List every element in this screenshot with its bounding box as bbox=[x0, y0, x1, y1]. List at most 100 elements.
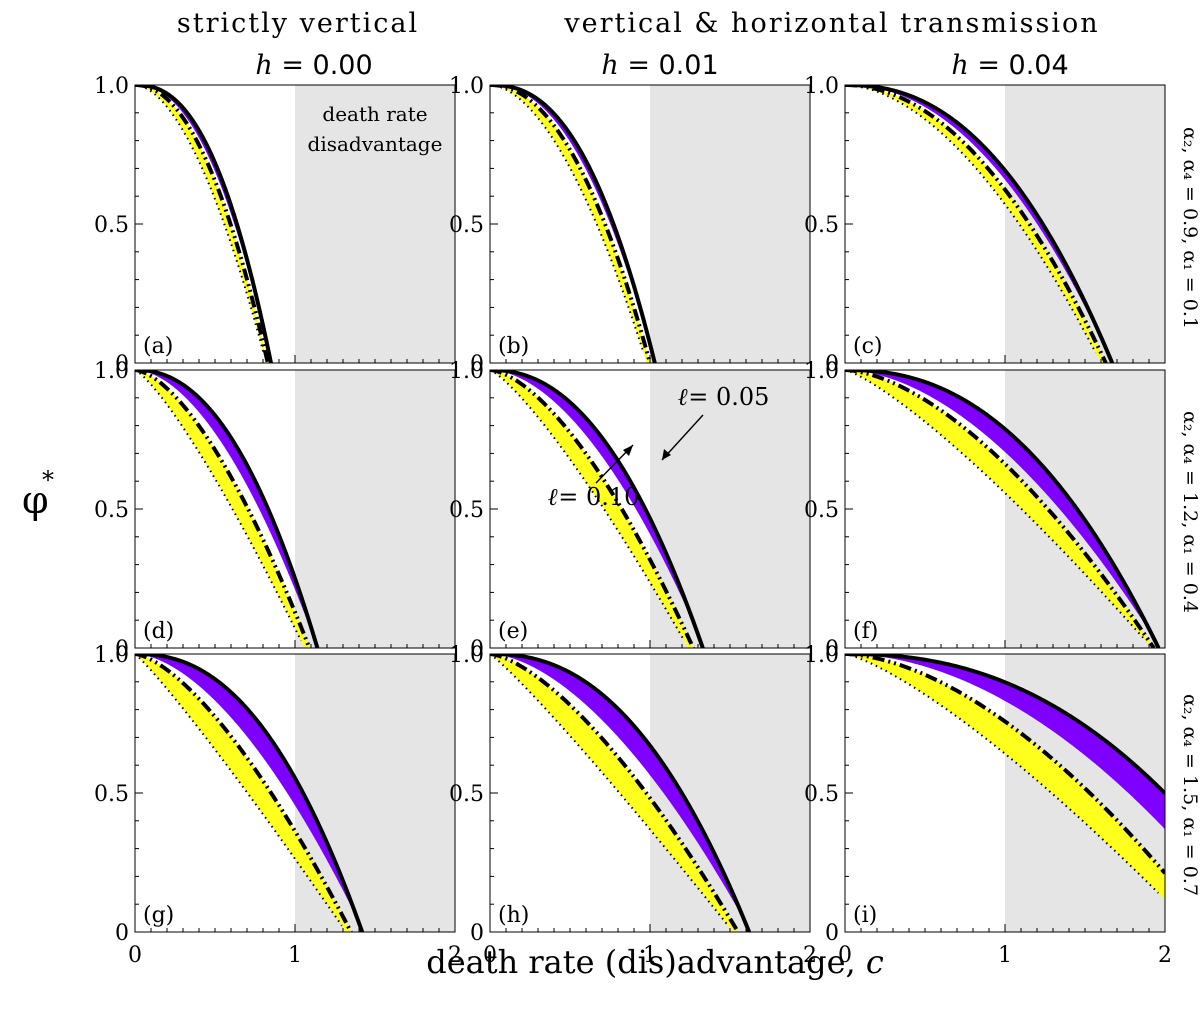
svg-text:h = 0.01: h = 0.01 bbox=[601, 50, 718, 81]
curve-dotted bbox=[490, 654, 729, 927]
curve-dash-dot bbox=[135, 654, 353, 932]
y-tick-label: 0.5 bbox=[449, 782, 484, 807]
y-tick-label: 0 bbox=[825, 921, 839, 946]
y-tick-label: 1.0 bbox=[804, 643, 839, 668]
curve-dotted bbox=[135, 85, 265, 353]
panel-label: (f) bbox=[853, 619, 878, 644]
y-axis-phi: φ bbox=[22, 478, 49, 522]
y-axis-label: φ * bbox=[22, 466, 54, 522]
y-tick-label: 0.5 bbox=[804, 782, 839, 807]
y-tick-label: 0.5 bbox=[804, 213, 839, 238]
y-tick-label: 1.0 bbox=[449, 359, 484, 384]
band-purple bbox=[135, 85, 271, 363]
h-equals: = bbox=[627, 50, 650, 81]
y-tick-label: 1.0 bbox=[449, 643, 484, 668]
shaded-label-line1: death rate bbox=[322, 102, 427, 126]
curve-dash-dot bbox=[845, 85, 1108, 363]
panel-e: 0 0.5 1.0 (e) bbox=[449, 359, 811, 662]
row-label-1: α₂, α₄ = 0.9, α₁ = 0.1 bbox=[1179, 127, 1201, 329]
x-axis-text: death rate (dis)advantage, bbox=[426, 943, 855, 981]
svg-text:h = 0.00: h = 0.00 bbox=[255, 50, 372, 81]
panel-label: (i) bbox=[853, 903, 877, 928]
shaded-region bbox=[650, 85, 810, 363]
y-tick-label: 0.5 bbox=[449, 213, 484, 238]
panel-label: (e) bbox=[498, 619, 528, 644]
panel-g: 0 0.5 1.0 0 1 2 (g) bbox=[94, 643, 462, 968]
svg-text:ℓ= 0.10: ℓ= 0.10 bbox=[548, 482, 639, 511]
h-symbol: h bbox=[255, 50, 272, 81]
h-equals: = bbox=[281, 50, 304, 81]
band-yellow bbox=[490, 85, 650, 363]
y-tick-label: 0.5 bbox=[94, 213, 129, 238]
y-tick-label: 0 bbox=[825, 352, 839, 377]
x-tick-label: 0 bbox=[838, 943, 852, 968]
curve-solid bbox=[490, 370, 705, 648]
band-yellow bbox=[135, 654, 351, 932]
band-yellow bbox=[490, 370, 694, 648]
ell-symbol: ℓ bbox=[678, 382, 688, 411]
panel-d: 0 0.5 1.0 (d) bbox=[94, 359, 456, 662]
ell-symbol: ℓ bbox=[548, 482, 558, 511]
band-yellow bbox=[135, 85, 268, 363]
curve-solid bbox=[135, 370, 320, 648]
y-tick-label: 0.5 bbox=[94, 782, 129, 807]
svg-text:death rate (dis)advantage, c: death rate (dis)advantage, c bbox=[426, 943, 884, 981]
panel-label: (h) bbox=[498, 903, 529, 928]
y-tick-label: 0 bbox=[115, 637, 129, 662]
y-tick-label: 1.0 bbox=[94, 643, 129, 668]
curve-dash-dot bbox=[490, 370, 696, 648]
curve-dash-dot bbox=[845, 654, 1165, 875]
x-axis-var: c bbox=[866, 943, 884, 981]
y-tick-label: 0 bbox=[115, 921, 129, 946]
y-tick-label: 0 bbox=[470, 352, 484, 377]
panel-a: 0 0.5 1.0 (a) bbox=[94, 74, 456, 377]
curve-dotted bbox=[490, 85, 645, 353]
shaded-region bbox=[650, 370, 810, 648]
annotation-ell-005: ℓ= 0.05 bbox=[661, 382, 769, 461]
curve-dotted bbox=[135, 654, 343, 927]
col-header-h-0: h = 0.00 bbox=[255, 50, 372, 81]
col-header-strictly-vertical: strictly vertical bbox=[177, 8, 419, 39]
curve-dash-dot bbox=[135, 370, 312, 648]
shaded-region bbox=[295, 85, 455, 363]
col-header-h-1: h = 0.01 bbox=[601, 50, 718, 81]
panel-label: (b) bbox=[498, 334, 529, 359]
y-tick-label: 1.0 bbox=[449, 74, 484, 99]
x-tick-label: 0 bbox=[128, 943, 142, 968]
panel-b: 0 0.5 1.0 (b) bbox=[449, 74, 811, 377]
y-tick-label: 1.0 bbox=[94, 359, 129, 384]
x-tick-label: 2 bbox=[803, 943, 817, 968]
panel-f: 0 0.5 1.0 (f) bbox=[804, 359, 1166, 662]
panel-label: (d) bbox=[143, 619, 174, 644]
h-value: 0.04 bbox=[1009, 50, 1069, 81]
panel-c: 0 0.5 1.0 (c) bbox=[804, 74, 1166, 377]
ell-value: = 0.10 bbox=[558, 483, 639, 511]
curve-dash-dot bbox=[135, 85, 270, 363]
curve-solid bbox=[135, 654, 365, 932]
y-tick-label: 0.5 bbox=[449, 498, 484, 523]
panel-h: 0 0.5 1.0 0 1 2 (h) bbox=[449, 643, 817, 968]
h-symbol: h bbox=[601, 50, 618, 81]
x-tick-label: 1 bbox=[998, 943, 1012, 968]
x-axis-label: death rate (dis)advantage, c bbox=[426, 943, 884, 981]
y-tick-label: 0.5 bbox=[804, 498, 839, 523]
ell-value: = 0.05 bbox=[688, 383, 769, 411]
curve-solid bbox=[490, 85, 657, 363]
row-label-2: α₂, α₄ = 1.2, α₁ = 0.4 bbox=[1179, 411, 1201, 613]
h-value: 0.01 bbox=[659, 50, 719, 81]
y-tick-label: 0 bbox=[115, 352, 129, 377]
band-yellow bbox=[135, 370, 310, 648]
col-header-h-2: h = 0.04 bbox=[951, 50, 1068, 81]
y-tick-label: 1.0 bbox=[94, 74, 129, 99]
x-tick-label: 2 bbox=[448, 943, 462, 968]
svg-text:ℓ= 0.05: ℓ= 0.05 bbox=[678, 382, 769, 411]
curve-dotted bbox=[135, 370, 302, 642]
h-equals: = bbox=[977, 50, 1000, 81]
curve-solid bbox=[135, 85, 273, 363]
arrowhead-ell-010 bbox=[623, 445, 633, 456]
group-header-vertical-horizontal: vertical & horizontal transmission bbox=[563, 8, 1099, 39]
curve-solid bbox=[845, 85, 1115, 363]
shaded-region bbox=[295, 370, 455, 648]
arrow-ell-005 bbox=[661, 414, 704, 461]
